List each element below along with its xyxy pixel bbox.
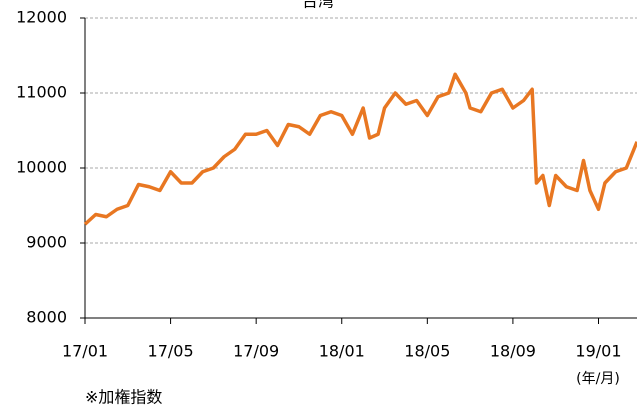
- y-tick-label: 9000: [26, 233, 67, 252]
- x-tick-label: 17/09: [233, 342, 279, 361]
- x-tick-label: 17/05: [148, 342, 194, 361]
- line: [83, 72, 637, 226]
- x-tick-label: 18/01: [319, 342, 365, 361]
- chart-title: 台湾: [302, 0, 334, 11]
- x-unit: (年/月): [576, 371, 620, 387]
- y-tick-label: 12000: [16, 8, 67, 27]
- x-tick-label: 19/01: [575, 342, 621, 361]
- y-tick-label: 11000: [16, 83, 67, 102]
- y-tick-label: 10000: [16, 158, 67, 177]
- y-tick-label: 8000: [26, 308, 67, 327]
- note: ※加権指数: [85, 388, 162, 407]
- x-tick-label: 18/09: [490, 342, 536, 361]
- x-tick-label: 18/05: [404, 342, 450, 361]
- x-tick-label: 17/01: [62, 342, 108, 361]
